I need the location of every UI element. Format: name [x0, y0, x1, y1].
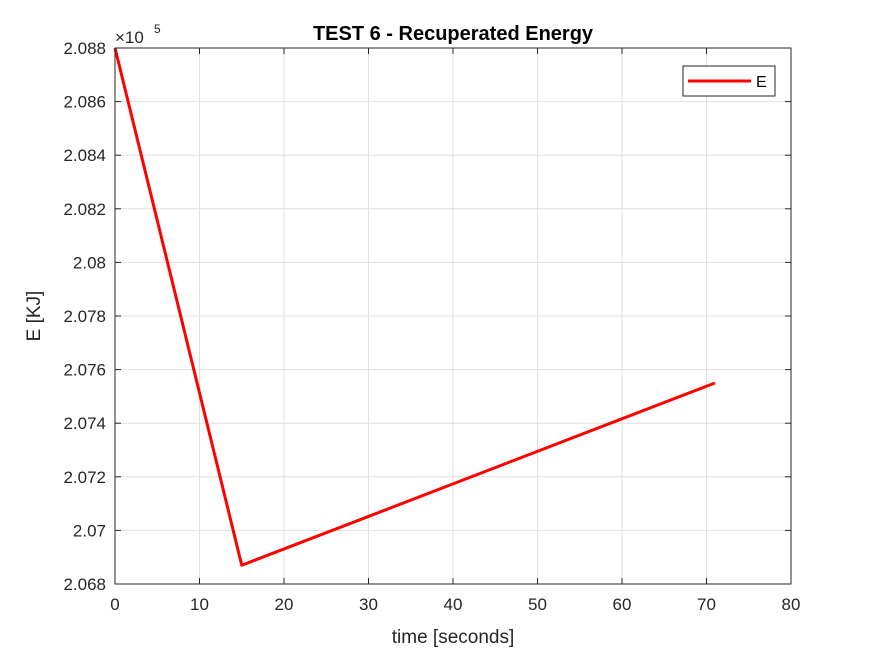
y-tick-label: 2.082: [63, 200, 106, 219]
x-tick-label: 0: [110, 595, 119, 614]
x-tick-label: 60: [613, 595, 632, 614]
y-exponent-power: 5: [154, 22, 161, 36]
y-axis-label: E [KJ]: [24, 291, 45, 342]
y-exponent-base: ×10: [115, 28, 144, 47]
x-tick-label: 50: [528, 595, 547, 614]
y-tick-label: 2.074: [63, 414, 106, 433]
y-tick-label: 2.084: [63, 146, 106, 165]
legend: E: [682, 65, 776, 97]
y-tick-label: 2.07: [73, 521, 106, 540]
legend-label-e: E: [756, 74, 767, 91]
x-tick-label: 70: [697, 595, 716, 614]
series-layer: [113, 47, 716, 567]
y-tick-label: 2.072: [63, 468, 106, 487]
y-tick-label: 2.078: [63, 307, 106, 326]
y-tick-label: 2.086: [63, 93, 106, 112]
y-tick-label: 2.088: [63, 39, 106, 58]
series-line-e: [113, 47, 716, 567]
x-tick-label: 80: [782, 595, 801, 614]
y-tick-label: 2.076: [63, 361, 106, 380]
x-tick-label: 10: [190, 595, 209, 614]
chart-title: TEST 6 - Recuperated Energy: [313, 23, 594, 45]
x-ticks: 0 10 20 30 40 50 60 70 80: [110, 48, 800, 614]
x-tick-label: 20: [275, 595, 294, 614]
y-exponent: ×10 5: [115, 22, 161, 47]
y-tick-label: 2.08: [73, 253, 106, 272]
y-ticks: 2.068 2.07 2.072 2.074 2.076 2.078 2.08 2.082 2.…: [63, 39, 791, 594]
x-tick-label: 30: [359, 595, 378, 614]
y-tick-label: 2.068: [63, 575, 106, 594]
x-axis-label: time [seconds]: [392, 627, 515, 648]
x-tick-label: 40: [444, 595, 463, 614]
